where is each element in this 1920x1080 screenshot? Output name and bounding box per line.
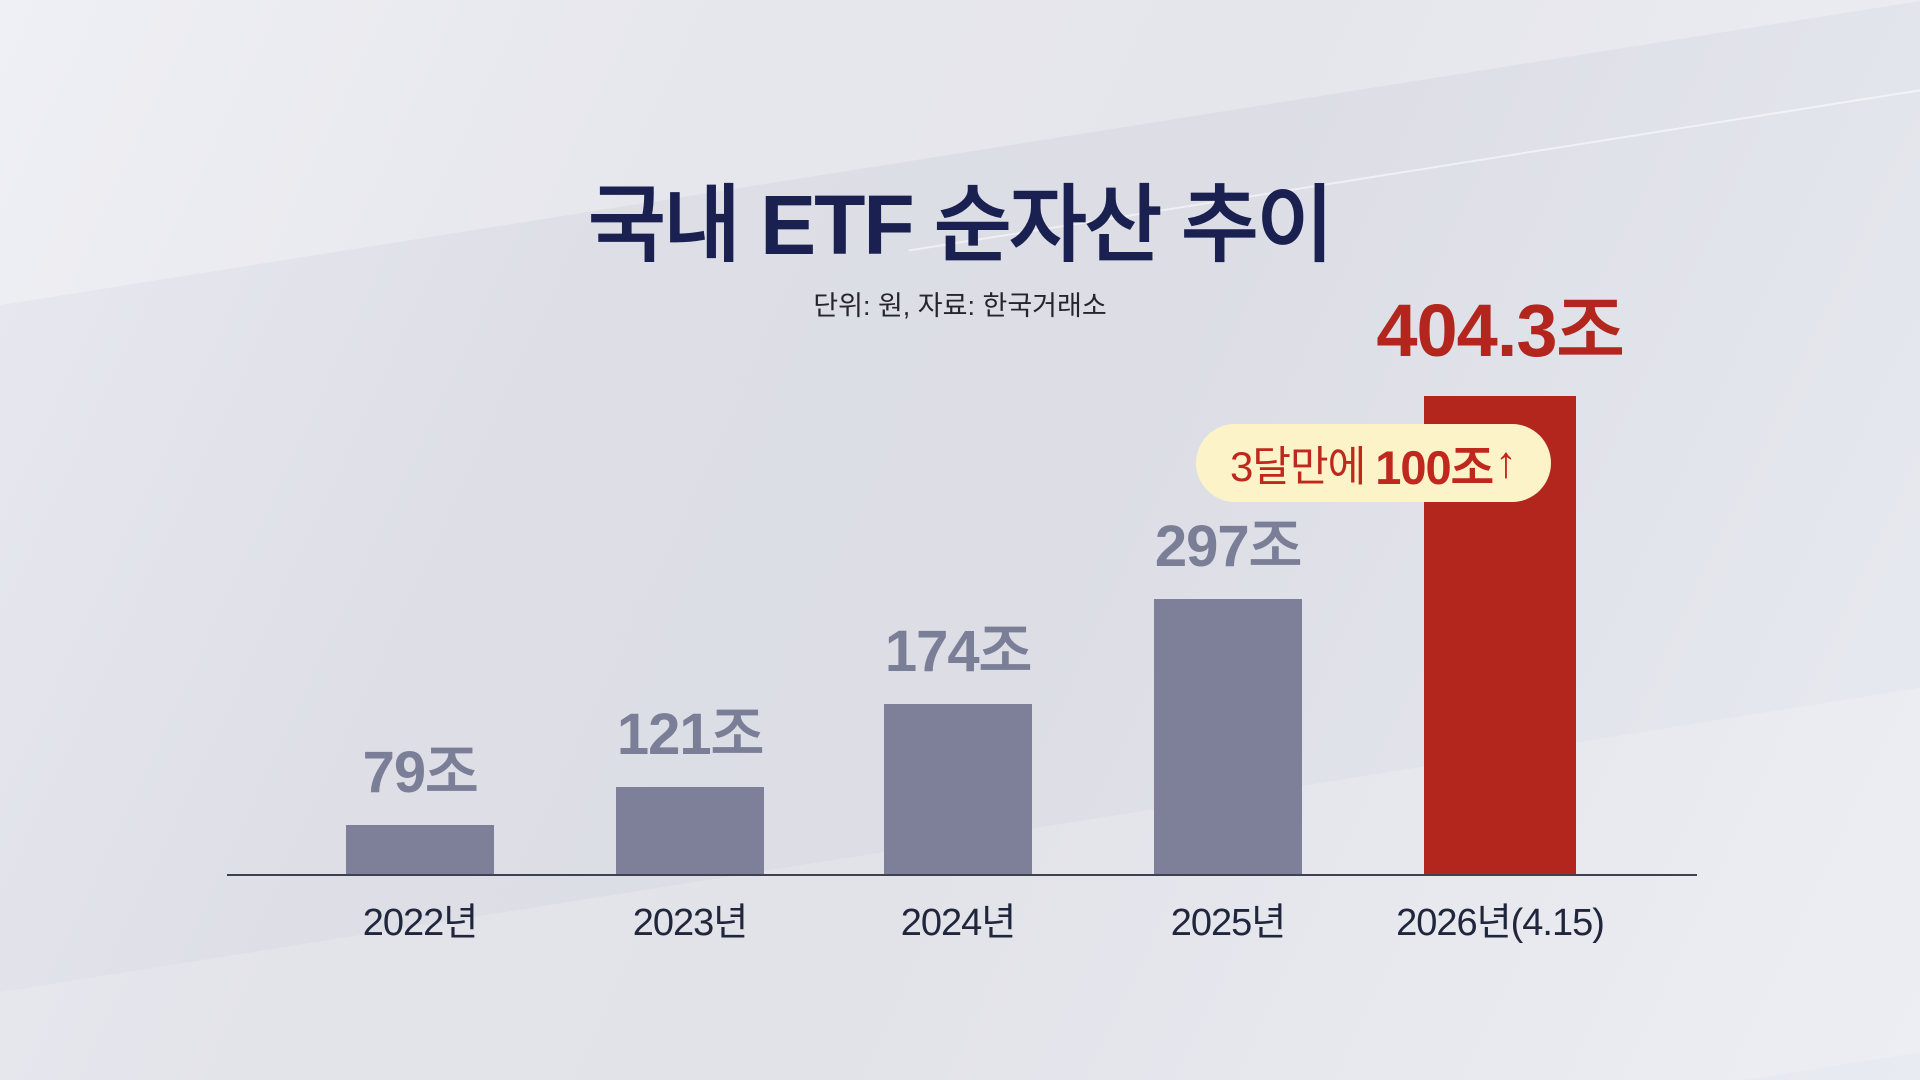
bar-value-label: 297조 (1154, 514, 1302, 579)
annotation-prefix: 3달만에 (1230, 442, 1366, 490)
bar (346, 825, 494, 875)
bar-value-label: 79조 (362, 740, 479, 805)
bar-group: 79조 2022년 (255, 725, 585, 944)
x-axis-label: 2026년(4.15) (1396, 902, 1605, 944)
bar-group: 121조 2023년 (525, 687, 855, 944)
bar-group: 404.3조 2026년(4.15) (1335, 271, 1665, 944)
bar (1154, 599, 1302, 875)
up-arrow-icon: ↑ (1494, 438, 1517, 487)
bar-group: 174조 2024년 (793, 604, 1123, 944)
chart-subtitle: 단위: 원, 자료: 한국거래소 (813, 291, 1107, 321)
x-axis-label: 2024년 (900, 902, 1017, 944)
bar-group: 297조 2025년 (1063, 499, 1393, 944)
x-axis-label: 2025년 (1170, 902, 1287, 944)
bar-value-label: 121조 (616, 702, 764, 767)
x-axis-label: 2023년 (632, 902, 749, 944)
annotation-badge: 3달만에 100조 ↑ (1196, 424, 1551, 502)
x-axis-label: 2022년 (362, 902, 479, 944)
bar-value-label: 174조 (884, 619, 1032, 684)
bar (616, 787, 764, 875)
x-axis-baseline (227, 874, 1697, 876)
chart-title: 국내 ETF 순자산 추이 (588, 178, 1334, 272)
bar-value-label-highlight: 404.3조 (1376, 289, 1624, 372)
bar (884, 704, 1032, 875)
annotation-emphasis: 100조 (1375, 440, 1494, 494)
